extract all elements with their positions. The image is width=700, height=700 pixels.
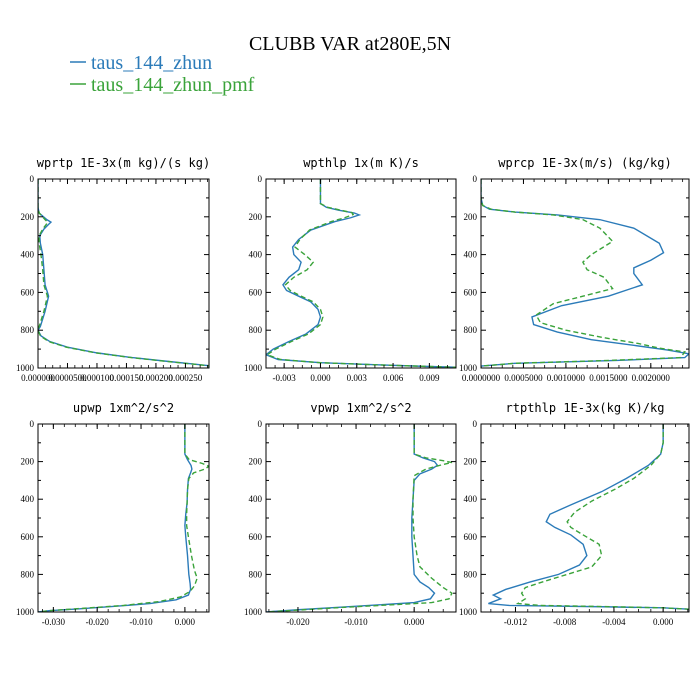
x-tick-label: 0.000250 [169,373,203,383]
x-tick-label: -0.010 [129,617,153,627]
x-tick-label: 0.003 [347,373,368,383]
y-tick-label: 400 [464,494,478,504]
y-tick-label: 600 [464,287,478,297]
y-tick-label: 200 [464,457,478,467]
series-line-1 [266,179,456,368]
series-line-1 [38,424,193,612]
y-tick-label: 1000 [16,607,35,617]
series-line-2 [38,424,209,612]
x-tick-label: 0.000 [310,373,331,383]
x-tick-label: 0.000 [175,617,196,627]
y-tick-label: 400 [464,250,478,260]
y-tick-label: 800 [249,325,263,335]
x-tick-label: 0.000150 [110,373,144,383]
y-tick-label: 0 [258,174,263,184]
y-tick-label: 0 [30,174,35,184]
x-tick-label: 0.0020000 [632,373,671,383]
x-tick-label: 0.000100 [80,373,114,383]
y-tick-label: 0 [30,419,35,429]
series-line-1 [488,424,689,612]
x-tick-label: -0.030 [42,617,66,627]
legend-label-series-2: taus_144_zhun_pmf [91,74,255,96]
panel-title: wpthlp 1x(m K)/s [303,156,419,170]
x-tick-label: -0.004 [602,617,626,627]
x-tick-label: 0.000 [653,617,674,627]
chart-panel-4: upwp 1xm^2/s^2 0 200 400 600 800 1000 -0.030 -0.… [16,401,210,627]
x-tick-label: 0.000000 [21,373,55,383]
y-tick-label: 400 [21,250,35,260]
x-tick-label: -0.008 [553,617,577,627]
legend: taus_144_zhun taus_144_zhun_pmf [70,52,255,96]
x-tick-label: 0.0015000 [589,373,628,383]
x-tick-label: 0.000 [404,617,425,627]
panel-title: wprtp 1E-3x(m kg)/(s kg) [37,156,210,170]
y-tick-label: 200 [464,212,478,222]
x-tick-label: -0.003 [273,373,297,383]
figure-title: CLUBB VAR at280E,5N [249,33,451,55]
y-tick-label: 0 [473,419,478,429]
y-tick-label: 200 [249,457,263,467]
x-tick-label: 0.006 [383,373,404,383]
y-tick-label: 1000 [459,363,478,373]
panel-title: upwp 1xm^2/s^2 [73,401,174,415]
x-tick-label: -0.010 [344,617,368,627]
y-tick-label: 800 [21,325,35,335]
y-tick-label: 200 [249,212,263,222]
chart-panel-5: vpwp 1xm^2/s^2 0 200 400 600 800 1000 -0.020 -0.… [244,401,457,627]
y-tick-label: 400 [21,494,35,504]
y-tick-label: 1000 [16,363,35,373]
y-tick-label: 600 [21,532,35,542]
chart-panel-6: rtpthlp 1E-3x(kg K)/kg 0 200 400 600 800 1000 -… [459,401,690,627]
x-tick-label: -0.020 [86,617,110,627]
series-line-2 [515,424,689,612]
y-tick-label: 1000 [244,607,263,617]
y-tick-label: 600 [249,532,263,542]
panel-title: vpwp 1xm^2/s^2 [310,401,411,415]
x-tick-label: 0.0010000 [547,373,586,383]
x-tick-label: 0.000200 [139,373,173,383]
x-tick-label: 0.009 [419,373,440,383]
y-tick-label: 400 [249,494,263,504]
x-tick-label: -0.020 [286,617,310,627]
chart-panel-2: wpthlp 1x(m K)/s 0 200 400 600 800 1000 -0.003 0… [244,156,457,383]
series-line-2 [266,424,453,612]
y-tick-label: 0 [473,174,478,184]
y-tick-label: 600 [464,532,478,542]
y-tick-label: 800 [464,325,478,335]
y-tick-label: 1000 [459,607,478,617]
series-line-2 [38,179,209,368]
x-tick-label: 0.0000000 [462,373,501,383]
y-tick-label: 600 [21,287,35,297]
x-tick-label: 0.0000500 [48,373,87,383]
series-line-1 [266,424,439,612]
series-line-1 [481,179,689,368]
y-tick-label: 0 [258,419,263,429]
panel-title: wprcp 1E-3x(m/s) (kg/kg) [498,156,671,170]
panel-title: rtpthlp 1E-3x(kg K)/kg [506,401,665,415]
chart-panels: wprtp 1E-3x(m kg)/(s kg)0200400600800100… [16,156,690,627]
y-tick-label: 400 [249,250,263,260]
plot-frame [480,423,690,613]
y-tick-label: 800 [21,569,35,579]
x-tick-label: -0.012 [504,617,527,627]
y-tick-label: 600 [249,287,263,297]
y-tick-label: 800 [464,569,478,579]
x-tick-label: 0.0005000 [504,373,543,383]
series-line-1 [38,179,209,368]
y-tick-label: 200 [21,212,35,222]
y-tick-label: 200 [21,457,35,467]
series-line-2 [266,179,456,368]
series-line-2 [481,179,687,368]
plot-frame [265,423,457,613]
legend-label-series-1: taus_144_zhun [91,52,212,74]
chart-panel-1: wprtp 1E-3x(m kg)/(s kg)0 200 400 600 800 100… [16,156,210,383]
plot-frame [480,178,690,369]
chart-panel-3: wprcp 1E-3x(m/s) (kg/kg) 0 200 400 600 800 100… [459,156,690,383]
y-tick-label: 1000 [244,363,263,373]
plot-frame [37,423,210,613]
y-tick-label: 800 [249,569,263,579]
plot-frame [37,178,210,369]
